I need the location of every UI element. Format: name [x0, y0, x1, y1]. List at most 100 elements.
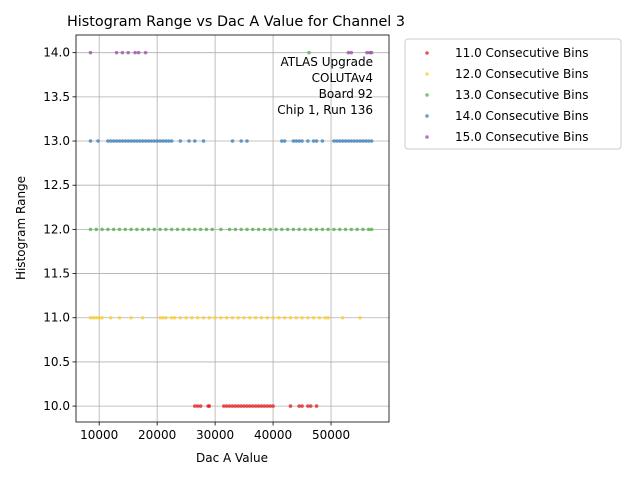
data-point [198, 404, 203, 408]
data-point [259, 404, 264, 408]
x-tick-label: 50000 [312, 428, 350, 442]
data-point [129, 139, 133, 143]
data-point [201, 139, 206, 143]
legend-label-13-bins: 13.0 Consecutive Bins [455, 88, 588, 102]
data-point [169, 315, 174, 320]
data-point [129, 227, 133, 232]
data-point [337, 227, 342, 232]
data-point [100, 315, 104, 320]
data-point [346, 139, 351, 143]
data-point [277, 315, 281, 320]
data-point [355, 227, 359, 232]
data-point [169, 139, 174, 143]
data-point [369, 227, 374, 232]
data-point [114, 139, 119, 143]
data-point [262, 404, 267, 408]
data-point [161, 315, 165, 320]
x-tick-label: 40000 [254, 428, 292, 442]
data-point [300, 315, 304, 320]
data-point [361, 227, 365, 232]
data-point [184, 315, 188, 320]
data-point [195, 404, 200, 408]
data-point [123, 227, 128, 232]
data-point [294, 315, 299, 320]
data-point [123, 139, 128, 143]
data-point [366, 227, 371, 232]
data-point [224, 315, 229, 320]
data-point [303, 227, 307, 232]
x-axis-ticks: 10000 20000 30000 40000 50000 [80, 422, 350, 442]
data-point [340, 315, 345, 320]
data-point [253, 404, 258, 408]
data-point [230, 315, 235, 320]
data-point [369, 50, 374, 55]
data-point [106, 139, 110, 143]
data-point [175, 227, 180, 232]
y-tick-label: 13.5 [43, 90, 70, 104]
data-point [140, 315, 145, 320]
data-point [306, 315, 310, 320]
data-point [274, 227, 278, 232]
data-point [181, 227, 186, 232]
legend-marker-15-bins [425, 135, 429, 139]
legend-label-14-bins: 14.0 Consecutive Bins [455, 109, 588, 123]
data-point [187, 139, 191, 143]
data-point [219, 227, 223, 232]
data-point [349, 50, 354, 55]
data-point [250, 404, 255, 408]
data-point [300, 404, 304, 408]
data-point [352, 139, 357, 143]
data-point [358, 139, 362, 143]
data-point [326, 227, 330, 232]
data-point [198, 227, 203, 232]
data-point [164, 227, 168, 232]
data-point [140, 227, 145, 232]
data-point [213, 315, 217, 320]
data-point [135, 139, 139, 143]
data-point [94, 227, 99, 232]
y-tick-label: 12.5 [43, 178, 70, 192]
data-point [239, 139, 243, 143]
annotation-line-1: ATLAS Upgrade [280, 55, 373, 69]
y-tick-label: 12.0 [43, 222, 70, 236]
data-point [279, 227, 284, 232]
data-point [355, 139, 359, 143]
data-point [172, 315, 177, 320]
data-point [207, 315, 212, 320]
data-points [88, 50, 374, 408]
data-point [120, 139, 125, 143]
data-point [271, 404, 275, 408]
data-point [207, 404, 212, 408]
data-point [242, 404, 246, 408]
legend-marker-14-bins [425, 114, 429, 118]
y-tick-label: 10.0 [43, 399, 70, 413]
data-point [282, 139, 287, 143]
data-point [288, 315, 293, 320]
x-tick-label: 30000 [196, 428, 234, 442]
data-point [346, 50, 351, 55]
data-point [132, 139, 136, 143]
data-point [365, 50, 369, 55]
data-point [239, 404, 243, 408]
data-point [314, 139, 319, 143]
data-point [91, 315, 96, 320]
data-point [233, 227, 238, 232]
data-point [187, 227, 191, 232]
data-point [193, 227, 197, 232]
data-point [311, 315, 316, 320]
data-point [271, 315, 275, 320]
data-point [245, 404, 249, 408]
data-point [222, 404, 226, 408]
data-point [178, 315, 183, 320]
data-point [195, 315, 200, 320]
data-point [158, 227, 162, 232]
data-point [155, 139, 159, 143]
data-point [193, 404, 197, 408]
data-point [111, 227, 116, 232]
y-tick-label: 10.5 [43, 355, 70, 369]
data-point [224, 404, 229, 408]
data-point [259, 315, 264, 320]
data-point [282, 315, 287, 320]
data-point [108, 315, 113, 320]
